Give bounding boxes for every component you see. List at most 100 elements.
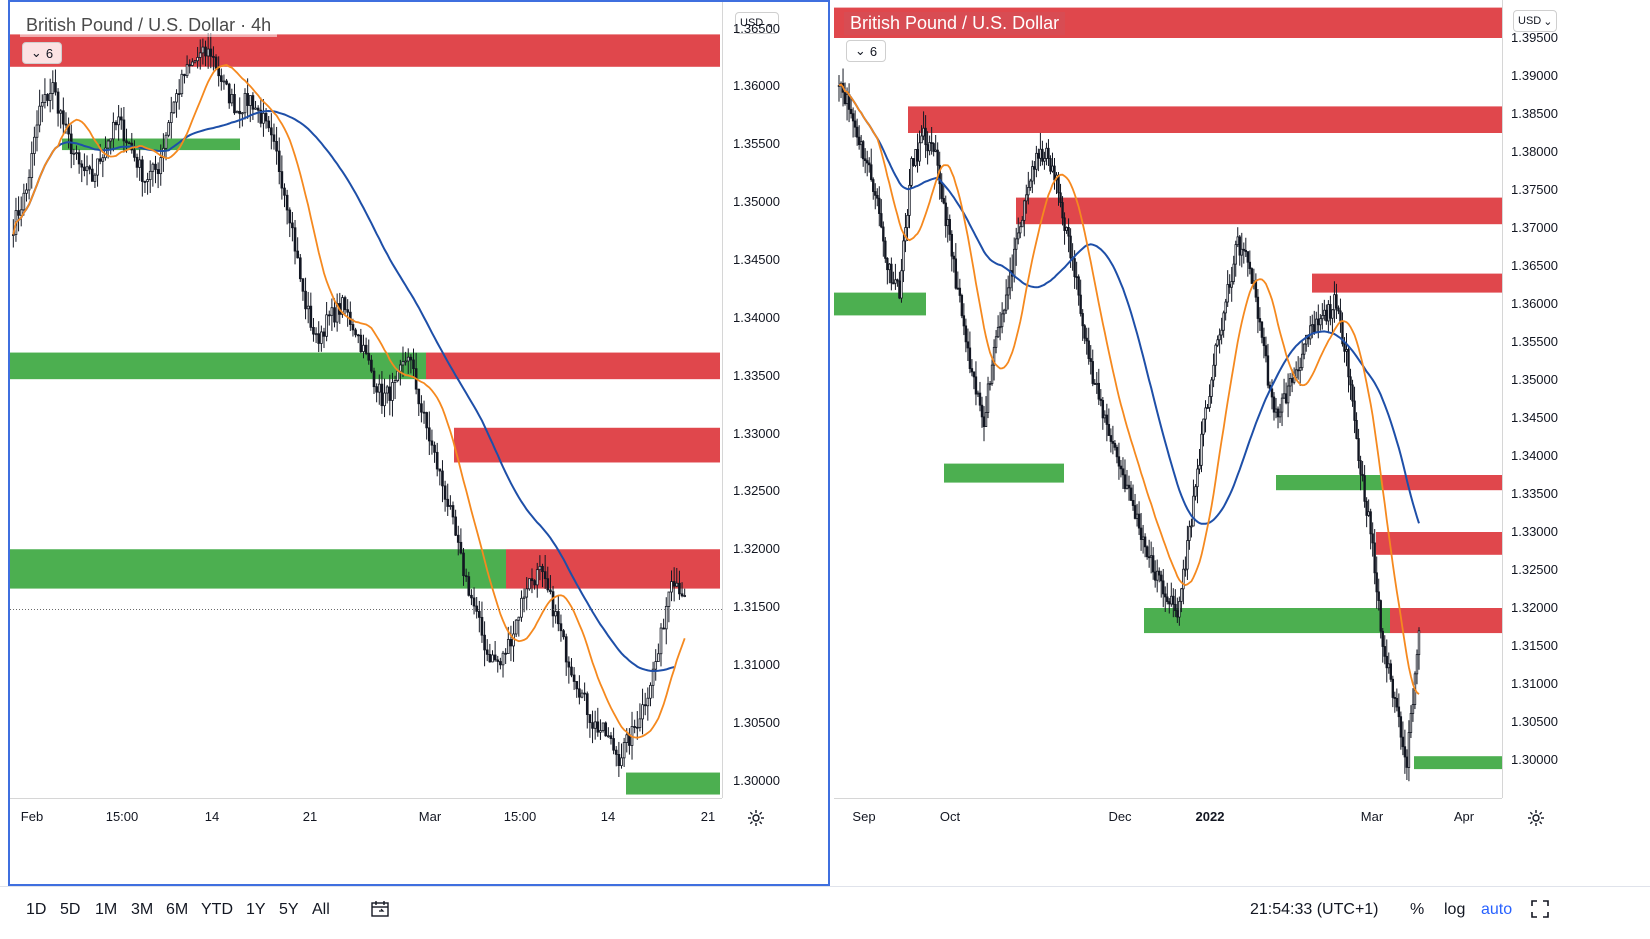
candle-body [164,134,168,149]
candle-body [19,209,23,216]
candle-body [459,541,463,554]
time-axis-left[interactable]: Feb 15:00 14 21 Mar 15:00 14 21 [10,798,722,833]
indicator-count: 6 [869,43,878,59]
candlestick-chart-left[interactable] [10,2,722,798]
plot-area-right[interactable] [834,0,1502,798]
candle-body [1083,325,1086,339]
candle-body [948,219,951,235]
candle-body [1415,654,1419,675]
candle-body [1389,663,1392,680]
candle-body [1401,736,1405,748]
candle-body [514,619,518,635]
candle-body [1327,304,1330,322]
candle-body [633,726,636,728]
candle-body [588,714,592,724]
candle-body [420,403,423,413]
candle-body [1103,414,1107,419]
candle-body [451,505,455,518]
range-button-5d[interactable]: 5D [60,901,81,918]
indicators-collapse-button[interactable]: ⌄ 6 [22,42,62,64]
candles [837,68,1421,782]
percent-scale-button[interactable]: % [1410,901,1425,918]
symbol-legend-right[interactable]: British Pound / U.S. Dollar [844,12,1066,35]
candle-body [1274,408,1278,413]
currency-selector-right[interactable]: USD ⌄ [1513,10,1558,32]
candle-body [1075,276,1078,279]
currency-selector-left[interactable]: USD ⌄ [735,12,780,34]
candle-body [288,209,292,224]
candle-body [1059,192,1062,203]
candle-body [75,152,78,155]
candle-body [251,95,255,110]
time-tick-label: 15:00 [105,809,139,824]
candle-body [1200,433,1203,466]
candle-body [438,468,442,472]
candle-body [643,704,647,707]
candle-body [609,735,613,739]
candle-body [1377,591,1380,601]
candle-body [1280,397,1284,413]
clock-time[interactable]: 21:54:33 (UTC+1) [1250,901,1379,918]
settings-gear-icon[interactable] [1526,808,1546,828]
candle-body [1222,312,1225,331]
candle-body [169,112,173,123]
range-button-6m[interactable]: 6M [166,901,189,918]
candle-body [478,610,481,618]
range-button-1m[interactable]: 1M [95,901,118,918]
candle-body [1115,446,1119,458]
chevron-down-icon: ⌄ [1543,15,1553,28]
candle-body [1186,540,1189,570]
candle-body [298,257,302,280]
candle-body [180,73,184,95]
candle-body [143,181,147,183]
indicators-collapse-button[interactable]: ⌄ 6 [846,40,886,62]
range-button-ytd[interactable]: YTD [201,901,233,918]
candle-body [572,674,576,682]
candle-body [593,721,597,729]
candle-body [984,412,988,427]
candle-body [212,55,215,58]
candle-body [475,605,479,612]
symbol-legend-left[interactable]: British Pound / U.S. Dollar · 4h [20,14,278,37]
candle-body [920,135,923,144]
candle-body [845,94,849,105]
range-button-5y[interactable]: 5Y [279,901,299,918]
candle-body [1234,244,1237,265]
candle-body [119,116,123,121]
candle-body [1192,495,1195,527]
candle-body [1198,464,1201,470]
candle-body [1313,324,1316,333]
candle-body [388,386,392,401]
price-axis-right[interactable]: USD ⌄ 1.39500 1.39000 1.38500 1.38000 1.3750… [1502,0,1650,798]
candle-body [1214,344,1217,366]
candle-body [1417,630,1421,656]
auto-scale-button[interactable]: auto [1481,901,1513,918]
candle-body [1079,294,1082,314]
candle-body [1160,574,1163,582]
candles [11,32,687,777]
candle-body [1029,180,1032,188]
range-button-all[interactable]: All [312,901,330,918]
price-axis-left[interactable]: USD ⌄ 1.36500 1.36000 1.35500 1.35000 1.3450… [722,2,829,798]
plot-area-left[interactable] [10,2,722,798]
candle-body [322,331,326,337]
candle-body [890,263,893,284]
range-button-1y[interactable]: 1Y [246,901,266,918]
candle-body [1260,321,1264,338]
candlestick-chart-right[interactable] [834,0,1502,798]
range-button-1d[interactable]: 1D [26,901,47,918]
candle-body [1395,697,1399,708]
price-tick-label: 1.36000 [733,78,780,94]
chart-pane-right[interactable]: British Pound / U.S. Dollar ⌄ 6 USD ⌄ 1.… [834,0,1650,886]
price-tick-label: 1.32000 [1511,600,1558,615]
time-axis-right[interactable]: Sep Oct Dec 2022 Mar Apr [834,798,1502,835]
settings-gear-icon[interactable] [746,808,766,828]
log-scale-button[interactable]: log [1444,901,1466,918]
time-tick-label: Dec [1108,809,1132,824]
range-button-3m[interactable]: 3M [131,901,154,918]
chart-pane-left[interactable]: British Pound / U.S. Dollar · 4h ⌄ 6 USD… [8,0,830,886]
candle-body [1061,202,1064,219]
fullscreen-icon[interactable] [1530,899,1550,924]
date-range-icon[interactable] [370,899,392,924]
time-tick-label: 2022 [1195,809,1225,824]
